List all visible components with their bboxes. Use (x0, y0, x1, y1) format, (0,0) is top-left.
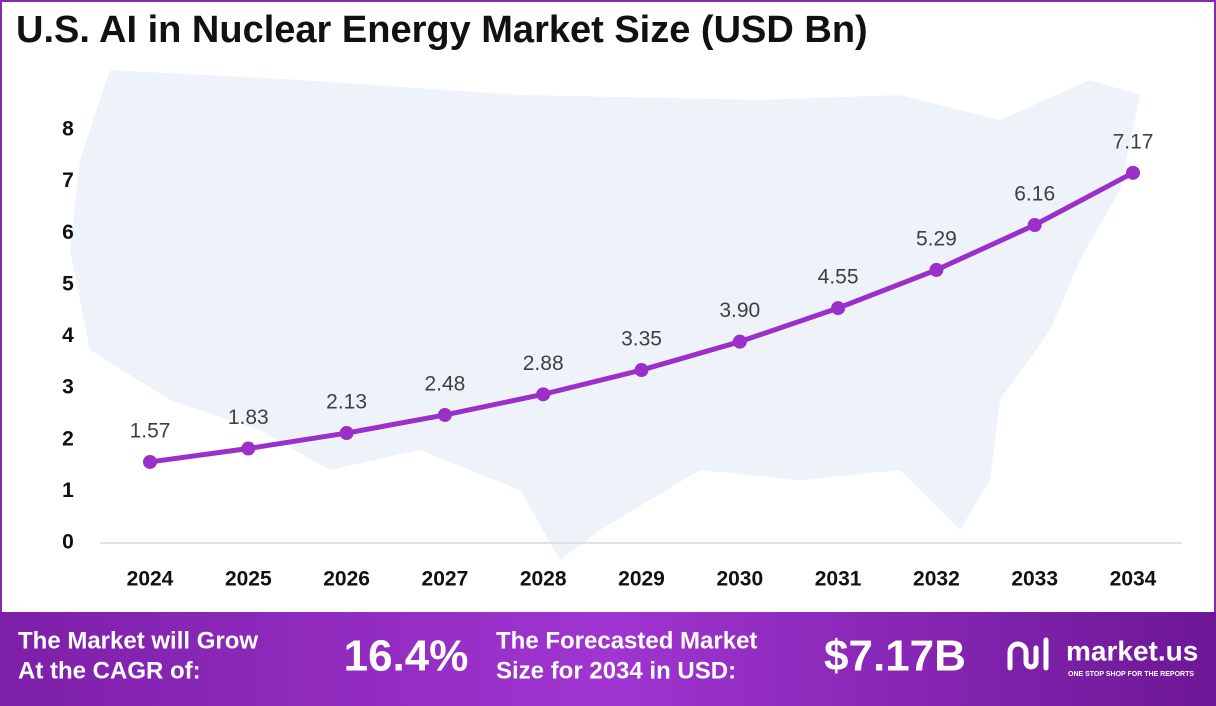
chart-title: U.S. AI in Nuclear Energy Market Size (U… (16, 9, 868, 51)
data-label: 1.57 (130, 419, 171, 442)
point (1027, 217, 1042, 232)
data-label: 4.55 (818, 266, 859, 289)
point (1126, 165, 1140, 180)
data-label: 1.83 (228, 406, 269, 429)
data-label: 3.35 (621, 328, 662, 351)
forecast-label: Size for 2034 in USD: (496, 657, 736, 684)
x-tick-label: 2024 (127, 568, 174, 591)
point (339, 426, 354, 441)
cagr-label: The Market will Grow (18, 627, 258, 654)
y-tick-label: 8 (62, 118, 74, 141)
map-background (70, 70, 1140, 560)
x-tick-label: 2034 (1110, 568, 1157, 591)
x-tick-label: 2026 (323, 568, 370, 591)
point (732, 334, 747, 349)
x-tick-label: 2029 (618, 568, 665, 591)
point (437, 407, 452, 422)
data-label: 7.17 (1113, 130, 1154, 153)
x-tick-label: 2028 (520, 568, 567, 591)
tagline: ONE STOP SHOP FOR THE REPORTS (1068, 671, 1194, 678)
x-tick-label: 2030 (716, 568, 763, 591)
data-label: 3.90 (719, 299, 760, 322)
cagr-value: 16.4% (344, 632, 469, 681)
y-tick-label: 4 (62, 324, 74, 347)
y-tick-label: 1 (62, 479, 74, 502)
y-tick-label: 0 (62, 531, 74, 554)
forecast-label: The Forecasted Market (496, 627, 757, 654)
y-tick-label: 3 (62, 376, 74, 399)
data-label: 2.13 (326, 391, 367, 414)
x-tick-label: 2032 (913, 568, 960, 591)
point (143, 454, 157, 469)
point (241, 441, 256, 456)
point (634, 363, 649, 378)
brand: market.us (1066, 635, 1198, 666)
y-tick-label: 6 (62, 221, 74, 244)
data-label: 2.88 (523, 352, 564, 375)
brand-logo (1007, 637, 1049, 671)
y-tick-label: 2 (62, 427, 74, 450)
point (929, 262, 944, 277)
point (536, 387, 551, 402)
data-label: 5.29 (916, 227, 957, 250)
data-label: 2.48 (424, 373, 465, 396)
data-label: 6.16 (1014, 183, 1055, 206)
x-tick-label: 2025 (225, 568, 272, 591)
x-tick-label: 2033 (1011, 568, 1058, 591)
footer-band (0, 612, 1216, 706)
y-tick-label: 5 (62, 272, 74, 295)
forecast-value: $7.17B (824, 632, 966, 681)
cagr-label: At the CAGR of: (18, 657, 201, 684)
x-tick-label: 2031 (815, 568, 862, 591)
y-tick-label: 7 (62, 169, 74, 192)
x-tick-label: 2027 (422, 568, 469, 591)
point (831, 301, 846, 316)
